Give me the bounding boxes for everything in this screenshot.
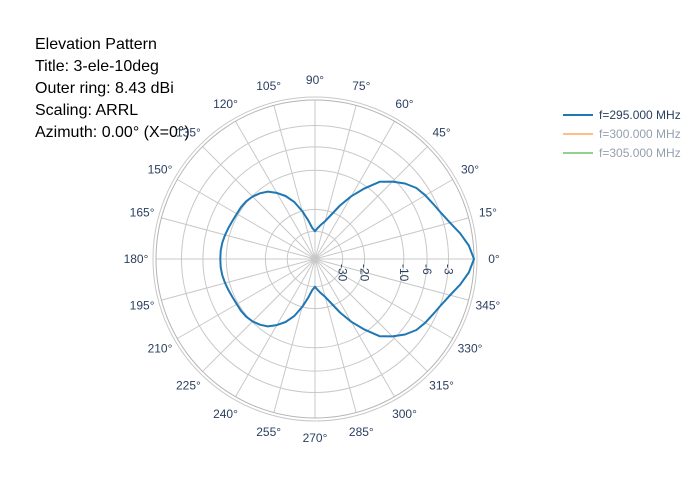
polar-data	[219, 180, 475, 338]
grid-spoke	[202, 258, 316, 372]
info-heading: Elevation Pattern	[35, 36, 157, 53]
legend-item[interactable]: f=305.000 MHz	[563, 146, 681, 160]
grid-spoke	[202, 146, 316, 260]
legend[interactable]: f=295.000 MHz f=300.000 MHz f=305.000 MHz	[563, 108, 681, 160]
angular-tick-label: 240°	[213, 407, 238, 421]
radial-tick-label: -3	[442, 264, 456, 275]
info-azimuth: Azimuth: 0.00° (X=0°)	[35, 124, 190, 141]
grid-spoke	[314, 258, 357, 413]
grid-spoke	[235, 121, 316, 260]
angular-tick-label: 255°	[256, 425, 281, 439]
angular-tick-label: 300°	[392, 407, 417, 421]
angular-tick-label: 45°	[432, 125, 450, 139]
angular-tick-label: 225°	[176, 379, 201, 393]
angular-tick-label: 345°	[475, 298, 500, 312]
grid-spoke	[273, 258, 316, 413]
info-outer-ring: Outer ring: 8.43 dBi	[35, 80, 174, 97]
grid-spoke	[161, 258, 316, 301]
outer-frame	[152, 96, 478, 422]
polar-grid	[152, 96, 478, 422]
grid-spoke	[314, 105, 357, 260]
grid-spoke	[161, 217, 316, 260]
angular-tick-label: 150°	[148, 163, 173, 177]
grid-spoke	[314, 258, 428, 372]
radial-tick-label: -20	[358, 264, 372, 282]
polar-tick-labels: 0° 15° 30° 45° 60° 75° 90° 105° 120° 135° 150° 165°…	[124, 73, 501, 445]
legend-item[interactable]: f=295.000 MHz	[563, 108, 681, 122]
pattern-info: Elevation Pattern Title: 3-ele-10deg Out…	[35, 34, 190, 144]
radial-tick-label: -6	[420, 264, 434, 275]
grid-spoke	[314, 121, 395, 260]
grid-spoke	[273, 105, 316, 260]
series-trace	[219, 180, 475, 338]
grid-spoke	[235, 258, 316, 397]
grid-spoke	[177, 179, 316, 260]
angular-tick-label: 285°	[349, 425, 374, 439]
angular-tick-label: 330°	[458, 342, 483, 356]
grid-spoke	[314, 258, 395, 397]
angular-tick-label: 15°	[479, 206, 497, 220]
grid-spoke	[314, 258, 469, 301]
angular-tick-label: 0°	[488, 252, 500, 266]
grid-spoke	[314, 146, 428, 260]
angular-tick-label: 90°	[306, 73, 324, 87]
info-title: Title: 3-ele-10deg	[35, 58, 159, 75]
angular-tick-label: 270°	[303, 431, 328, 445]
radial-tick-label: -30	[336, 264, 350, 282]
angular-tick-label: 60°	[395, 97, 413, 111]
angular-tick-label: 120°	[213, 97, 238, 111]
angular-tick-label: 75°	[352, 79, 370, 93]
grid-spoke	[314, 258, 453, 339]
info-scaling: Scaling: ARRL	[35, 102, 139, 119]
angular-tick-label: 105°	[256, 79, 281, 93]
angular-tick-label: 210°	[148, 342, 173, 356]
legend-label: f=300.000 MHz	[599, 127, 681, 141]
angular-tick-label: 195°	[130, 298, 155, 312]
grid-spoke	[314, 179, 453, 260]
angular-tick-label: 315°	[429, 379, 454, 393]
legend-item[interactable]: f=300.000 MHz	[563, 127, 681, 141]
legend-label: f=305.000 MHz	[599, 146, 681, 160]
legend-label: f=295.000 MHz	[599, 108, 681, 122]
grid-spoke	[177, 258, 316, 339]
angular-tick-label: 135°	[176, 125, 201, 139]
angular-tick-label: 180°	[124, 252, 149, 266]
angular-tick-label: 30°	[461, 163, 479, 177]
grid-spoke	[314, 217, 469, 260]
angular-tick-label: 165°	[130, 206, 155, 220]
radial-tick-label: -10	[397, 264, 411, 282]
